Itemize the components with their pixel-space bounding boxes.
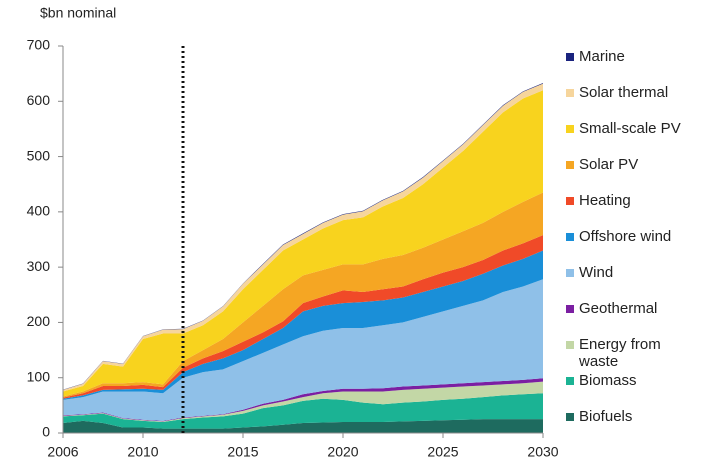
area [63,419,543,433]
legend-swatch [566,197,574,205]
area [63,83,543,392]
x-tick-label: 2025 [427,444,458,460]
y-tick-label: 500 [27,147,51,163]
legend-label: Biomass [579,372,637,389]
legend-swatch [566,89,574,97]
legend-label: Heating [579,192,631,209]
y-tick-label: 700 [27,37,51,53]
y-tick-label: 400 [27,203,51,219]
legend-label: Biofuels [579,408,633,425]
legend-swatch [566,341,574,349]
x-tick-label: 2030 [527,444,558,460]
legend-swatch [566,377,574,385]
y-tick-label: 300 [27,258,51,274]
area [63,381,543,422]
legend-label: Offshore wind [579,228,672,245]
x-tick-label: 2006 [47,444,78,460]
legend-swatch [566,269,574,277]
area [63,279,543,421]
legend-swatch [566,161,574,169]
legend-label: Energy from waste [579,336,661,370]
legend-label: Solar thermal [579,84,669,101]
x-tick-label: 2015 [227,444,258,460]
area [63,250,543,400]
y-tick-label: 200 [27,313,51,329]
legend-swatch [566,305,574,313]
areas [63,83,543,433]
area [63,378,543,422]
y-tick-label: 600 [27,92,51,108]
legend-label: Solar PV [579,156,639,173]
y-tick-label: 100 [27,368,51,384]
legend-label: Wind [579,264,614,281]
legend-swatch [566,413,574,421]
legend-label: Small-scale PV [579,120,681,137]
y-tick-label: 0 [42,424,50,440]
legend-swatch [566,125,574,133]
y-axis-label: $bn nominal [40,5,116,21]
x-tick-label: 2010 [127,444,158,460]
x-tick-label: 2020 [327,444,358,460]
legend-label: Geothermal [579,300,658,317]
area [63,393,543,429]
legend-label: Marine [579,48,625,65]
area [63,90,543,397]
legend-swatch [566,53,574,61]
legend-swatch [566,233,574,241]
area [63,192,543,398]
